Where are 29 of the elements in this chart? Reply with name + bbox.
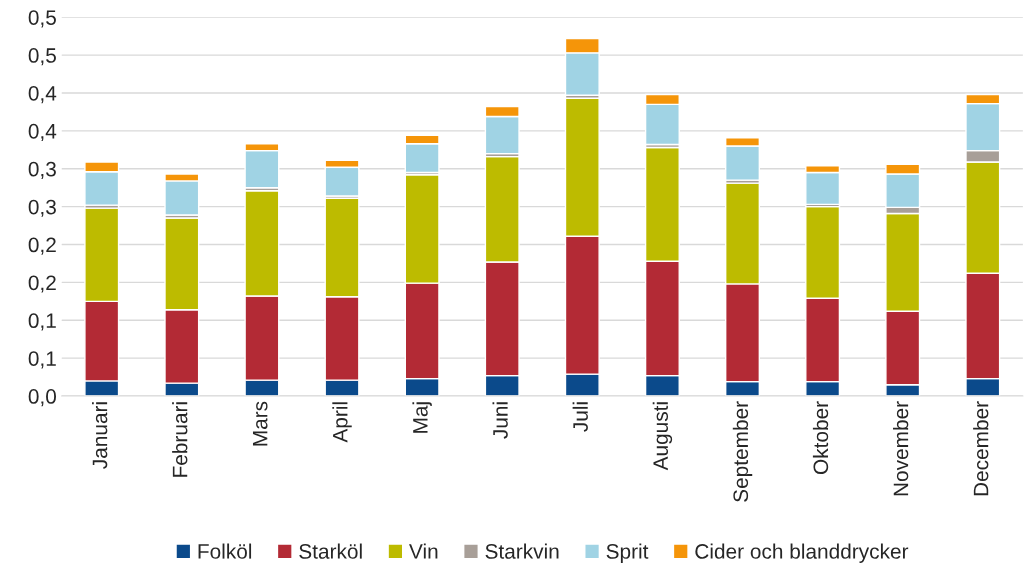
- x-tick-label: Juli: [572, 402, 588, 432]
- y-tick-label: 0,1: [28, 313, 56, 331]
- x-tick-label: April: [332, 402, 352, 443]
- x-tick-label: Februari: [172, 402, 188, 477]
- legend-label: Vin: [409, 543, 438, 559]
- y-tick-label: 0,5: [28, 48, 56, 66]
- x-tick-label: November: [893, 401, 909, 496]
- legend-label: Starkvin: [485, 543, 559, 559]
- y-tick-label: 0,5: [28, 10, 56, 28]
- x-tick-label: December: [973, 401, 989, 496]
- x-tick-label: Juni: [492, 402, 508, 439]
- x-tick-label: Augusti: [652, 402, 673, 471]
- x-tick-label: Maj: [412, 402, 432, 433]
- y-tick-label: 0,2: [28, 275, 56, 293]
- y-tick-label: 0,3: [28, 161, 56, 179]
- y-tick-label: 0,4: [28, 85, 57, 104]
- y-tick-label: 0,4: [28, 123, 57, 142]
- legend-label: Folköl: [198, 543, 252, 559]
- y-tick-label: 0,1: [28, 351, 56, 369]
- y-tick-label: 0,3: [28, 199, 56, 217]
- x-tick-label: Januari: [92, 402, 108, 469]
- y-tick-label: 0,2: [28, 237, 56, 255]
- x-tick-label: Mars: [252, 401, 268, 446]
- x-tick-label: September: [732, 401, 753, 502]
- legend-label: Sprit: [606, 543, 649, 563]
- legend-label: Starköl: [299, 543, 362, 559]
- y-tick-label: 0,0: [28, 389, 57, 407]
- legend-label: Cider och blanddrycker: [695, 543, 909, 563]
- x-tick-label: Oktober: [812, 401, 829, 475]
